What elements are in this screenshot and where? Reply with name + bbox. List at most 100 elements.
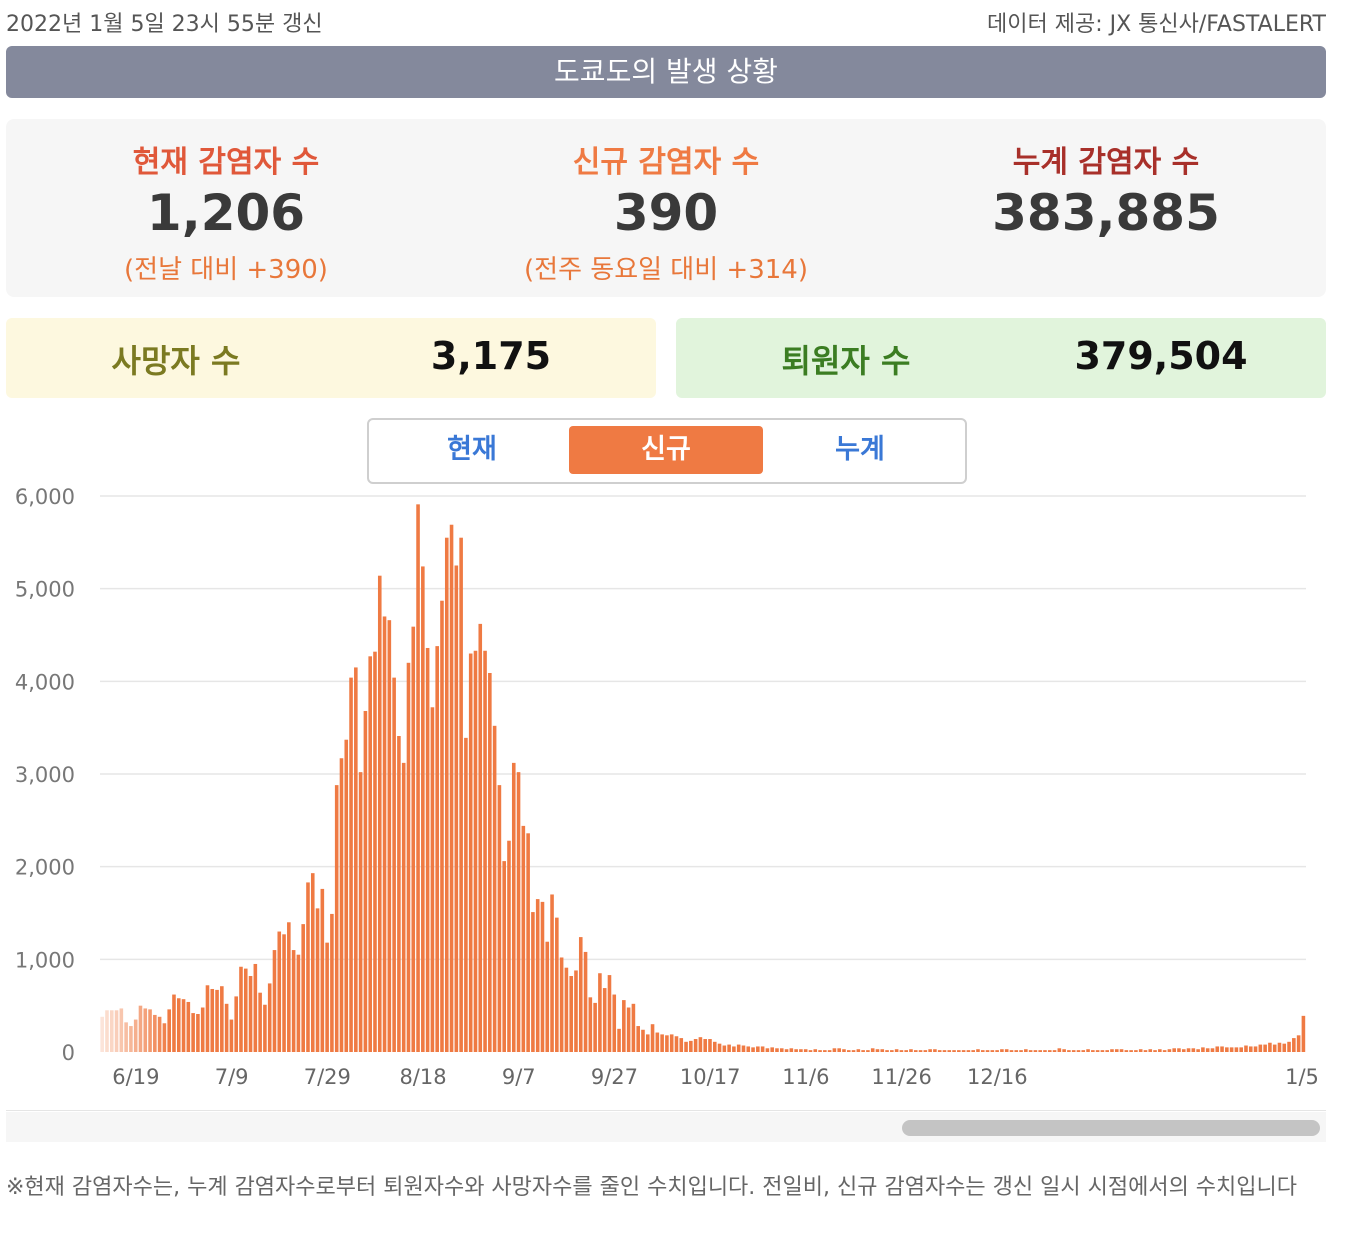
bar <box>449 524 454 1052</box>
bar <box>176 998 181 1052</box>
bar <box>277 931 282 1052</box>
bar <box>1172 1048 1176 1052</box>
y-tick-label: 3,000 <box>15 763 75 787</box>
bar <box>655 1032 660 1052</box>
bar <box>703 1039 707 1052</box>
x-tick-label: 10/17 <box>680 1065 741 1089</box>
bar <box>153 1014 157 1052</box>
bar <box>119 1008 124 1052</box>
bar <box>502 861 506 1052</box>
bar <box>985 1050 990 1052</box>
bar <box>511 762 516 1052</box>
bar <box>229 1019 234 1052</box>
bar <box>258 992 262 1052</box>
bar <box>636 1026 640 1052</box>
bar <box>550 894 554 1052</box>
bar <box>138 1005 143 1052</box>
bar <box>1153 1050 1157 1052</box>
bar <box>1019 1050 1023 1052</box>
bar <box>1009 1050 1014 1052</box>
bar <box>478 623 483 1052</box>
bar <box>942 1050 947 1052</box>
bar <box>459 537 463 1052</box>
bar <box>583 951 588 1052</box>
bar <box>794 1049 798 1052</box>
bar <box>770 1047 774 1052</box>
bar <box>1076 1050 1081 1052</box>
bar <box>1248 1046 1253 1052</box>
bar <box>1100 1050 1105 1052</box>
x-tick-label: 11/6 <box>782 1065 829 1089</box>
bar <box>904 1050 908 1052</box>
bar <box>1148 1049 1153 1052</box>
bar <box>124 1022 128 1052</box>
bar <box>1119 1049 1124 1052</box>
bar <box>196 1014 200 1052</box>
bar <box>301 924 305 1052</box>
tab-new[interactable]: 신규 <box>569 426 763 474</box>
x-tick-label: 1/5 <box>1285 1065 1319 1089</box>
bar <box>1186 1048 1191 1052</box>
data-source: 데이터 제공: JX 통신사/FASTALERT <box>987 12 1326 37</box>
bar <box>349 677 353 1052</box>
bar <box>425 647 430 1052</box>
bar <box>1124 1050 1129 1052</box>
bar <box>622 1000 626 1052</box>
x-tick-label: 6/19 <box>112 1065 159 1089</box>
bar <box>172 994 176 1052</box>
bar <box>784 1049 789 1052</box>
recovered-value: 379,504 <box>1074 334 1248 378</box>
bar <box>1210 1048 1215 1052</box>
bar <box>382 616 387 1052</box>
bar <box>717 1043 722 1052</box>
bar <box>1091 1050 1095 1052</box>
bar <box>162 1023 167 1052</box>
bar <box>947 1050 952 1052</box>
bar <box>578 937 583 1052</box>
tab-current[interactable]: 현재 <box>447 434 497 465</box>
y-tick-label: 2,000 <box>15 856 75 880</box>
bar <box>1081 1050 1086 1052</box>
bar <box>224 1003 229 1052</box>
tab-cumulative[interactable]: 누계 <box>835 434 885 465</box>
bar <box>1258 1044 1263 1052</box>
bar <box>894 1049 899 1052</box>
bar <box>205 985 210 1052</box>
bar <box>1162 1050 1167 1052</box>
bar <box>444 537 449 1052</box>
bar <box>866 1050 870 1052</box>
bar <box>612 994 617 1052</box>
bar <box>440 600 444 1052</box>
bar <box>397 736 401 1052</box>
bar <box>488 672 492 1052</box>
bar <box>909 1049 913 1052</box>
bar <box>679 1038 684 1052</box>
bar <box>746 1046 751 1052</box>
bar <box>248 976 253 1052</box>
bar <box>535 899 540 1052</box>
chart-scrollbar-thumb[interactable] <box>902 1120 1320 1136</box>
current-infected-value: 1,206 <box>146 184 306 242</box>
bar <box>1138 1049 1143 1052</box>
bar <box>1114 1049 1119 1052</box>
bar <box>430 707 435 1052</box>
bar <box>411 626 416 1052</box>
bar <box>607 975 612 1052</box>
bar <box>698 1037 703 1052</box>
bar <box>1201 1047 1205 1052</box>
bar <box>306 882 310 1052</box>
bar <box>377 575 382 1052</box>
bar <box>1181 1049 1186 1052</box>
y-tick-label: 4,000 <box>15 670 75 694</box>
chart-tabs: 현재 신규 누계 <box>367 418 967 484</box>
bar <box>1004 1049 1009 1052</box>
bar <box>665 1035 669 1052</box>
bar <box>641 1029 645 1052</box>
bar <box>990 1050 995 1052</box>
bar <box>736 1044 741 1052</box>
bar <box>215 989 219 1052</box>
bar <box>157 1016 162 1052</box>
y-tick-label: 1,000 <box>15 948 75 972</box>
bar <box>320 888 325 1052</box>
bar <box>952 1050 956 1052</box>
